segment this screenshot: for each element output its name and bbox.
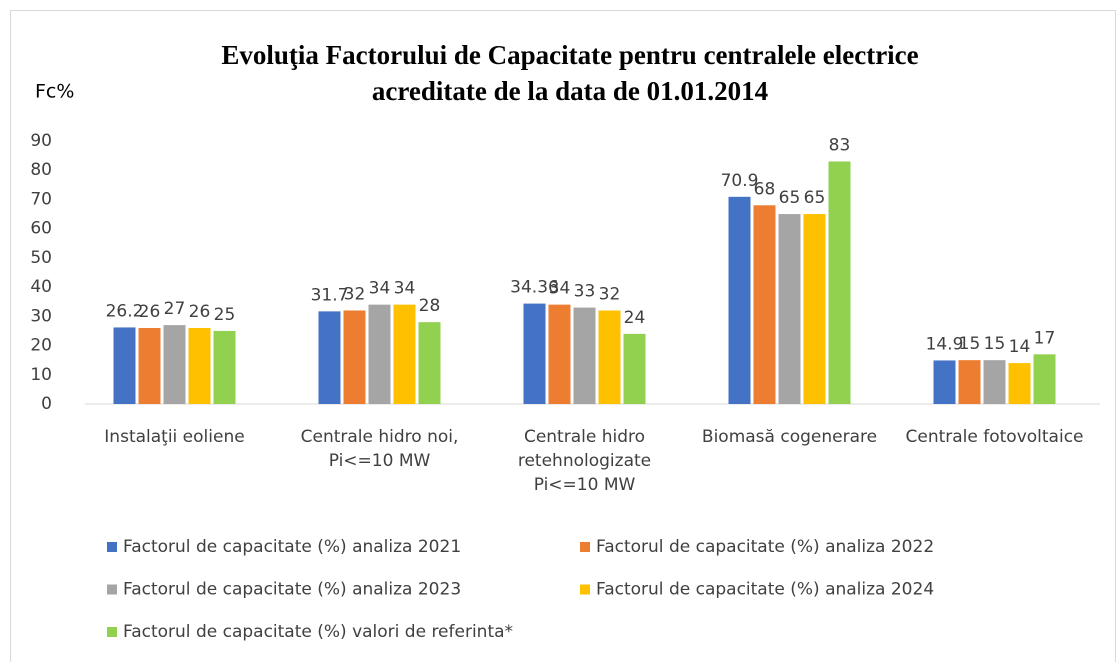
bar (958, 360, 981, 404)
data-label: 14.9 (926, 334, 964, 354)
chart-title: Evoluţia Factorului de Capacitate pentru… (221, 40, 918, 70)
y-tick-label: 40 (30, 277, 52, 297)
bar (623, 333, 646, 404)
bar (418, 322, 441, 404)
x-tick-label: Pi<=10 MW (534, 475, 636, 495)
legend-swatch (107, 542, 117, 552)
bar (1033, 354, 1056, 404)
bar (983, 360, 1006, 404)
y-tick-label: 90 (30, 131, 52, 151)
y-tick-label: 70 (30, 189, 52, 209)
y-axis-label: Fc% (35, 81, 74, 103)
data-label: 33 (574, 282, 596, 302)
x-tick-label: Biomasă cogenerare (702, 427, 877, 447)
bar (393, 304, 416, 404)
legend-label: Factorul de capacitate (%) analiza 2023 (123, 580, 461, 600)
y-tick-label: 60 (30, 219, 52, 239)
legend-label: Factorul de capacitate (%) analiza 2021 (123, 537, 461, 557)
y-tick-label: 30 (30, 306, 52, 326)
x-tick-label: Centrale hidro noi, (301, 427, 459, 447)
bar (113, 327, 136, 404)
data-label: 27 (164, 299, 186, 319)
bar (753, 205, 776, 404)
data-label: 34.36 (510, 278, 559, 298)
bar (163, 325, 186, 404)
legend-label: Factorul de capacitate (%) analiza 2024 (596, 580, 934, 600)
data-label: 34 (549, 279, 571, 299)
bar (213, 330, 236, 404)
data-label: 15 (959, 334, 981, 354)
bar (523, 303, 546, 404)
y-tick-label: 10 (30, 365, 52, 385)
y-tick-label: 50 (30, 248, 52, 268)
data-label: 17 (1034, 328, 1056, 348)
bar (138, 328, 161, 404)
data-label: 31.7 (311, 285, 349, 305)
legend-swatch (107, 627, 117, 637)
data-label: 65 (804, 188, 826, 208)
legend-label: Factorul de capacitate (%) analiza 2022 (596, 537, 934, 557)
y-tick-label: 0 (41, 394, 52, 414)
bar (368, 304, 391, 404)
x-tick-label: Centrale hidro (524, 427, 645, 447)
bar (573, 307, 596, 404)
x-tick-label: Centrale fotovoltaice (905, 427, 1083, 447)
x-tick-label: Instalaţii eoliene (104, 427, 244, 447)
bar (343, 310, 366, 404)
data-label: 34 (394, 279, 416, 299)
chart-title: acreditate de la data de 01.01.2014 (372, 76, 768, 106)
data-label: 65 (779, 188, 801, 208)
bar (828, 161, 851, 404)
data-label: 34 (369, 279, 391, 299)
data-label: 26.2 (106, 301, 144, 321)
data-label: 83 (829, 135, 851, 155)
legend-label: Factorul de capacitate (%) valori de ref… (123, 622, 513, 642)
data-label: 26 (139, 302, 161, 322)
data-label: 32 (599, 284, 621, 304)
data-label: 68 (754, 179, 776, 199)
bar (803, 214, 826, 404)
data-label: 26 (189, 302, 211, 322)
x-tick-label: Pi<=10 MW (329, 451, 431, 471)
data-label: 28 (419, 296, 441, 316)
bar (933, 360, 956, 404)
bar (1008, 363, 1031, 404)
y-tick-label: 20 (30, 336, 52, 356)
y-tick-label: 80 (30, 160, 52, 180)
legend-swatch (580, 542, 590, 552)
bar (598, 310, 621, 404)
x-tick-label: retehnologizate (518, 451, 651, 471)
legend-swatch (107, 584, 117, 595)
bar (318, 311, 341, 404)
bar (548, 304, 571, 404)
bar (778, 214, 801, 404)
data-label: 14 (1009, 337, 1031, 357)
data-label: 25 (214, 305, 236, 325)
bar (728, 196, 751, 404)
data-label: 24 (624, 308, 646, 328)
data-label: 32 (344, 284, 366, 304)
data-label: 70.9 (721, 171, 759, 191)
data-label: 15 (984, 334, 1006, 354)
legend-swatch (580, 584, 590, 595)
bar (188, 328, 211, 404)
